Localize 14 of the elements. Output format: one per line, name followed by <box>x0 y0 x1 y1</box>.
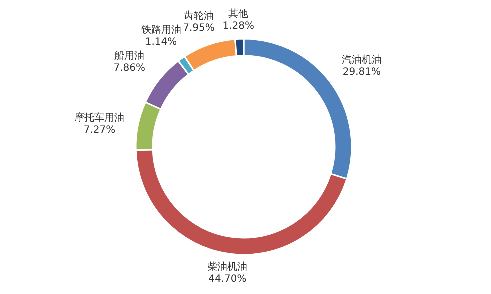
data-label: 7.95% <box>183 22 215 34</box>
data-label: 7.86% <box>114 62 146 74</box>
data-label: 44.70% <box>208 274 247 285</box>
slice-label: 铁路用油 <box>140 24 182 36</box>
slice-label: 船用油 <box>114 50 145 62</box>
data-label: 1.28% <box>222 21 255 32</box>
slice-label: 汽油机油 <box>342 54 382 66</box>
data-label: 29.81% <box>342 67 382 78</box>
slice-label: 齿轮油 <box>184 10 214 22</box>
data-label: 1.14% <box>145 37 178 48</box>
slice-label: 柴油机油 <box>208 260 248 273</box>
slice-label: 其他 <box>228 8 249 20</box>
data-label: 7.27% <box>84 125 116 136</box>
slice-label: 摩托车用油 <box>74 112 125 124</box>
